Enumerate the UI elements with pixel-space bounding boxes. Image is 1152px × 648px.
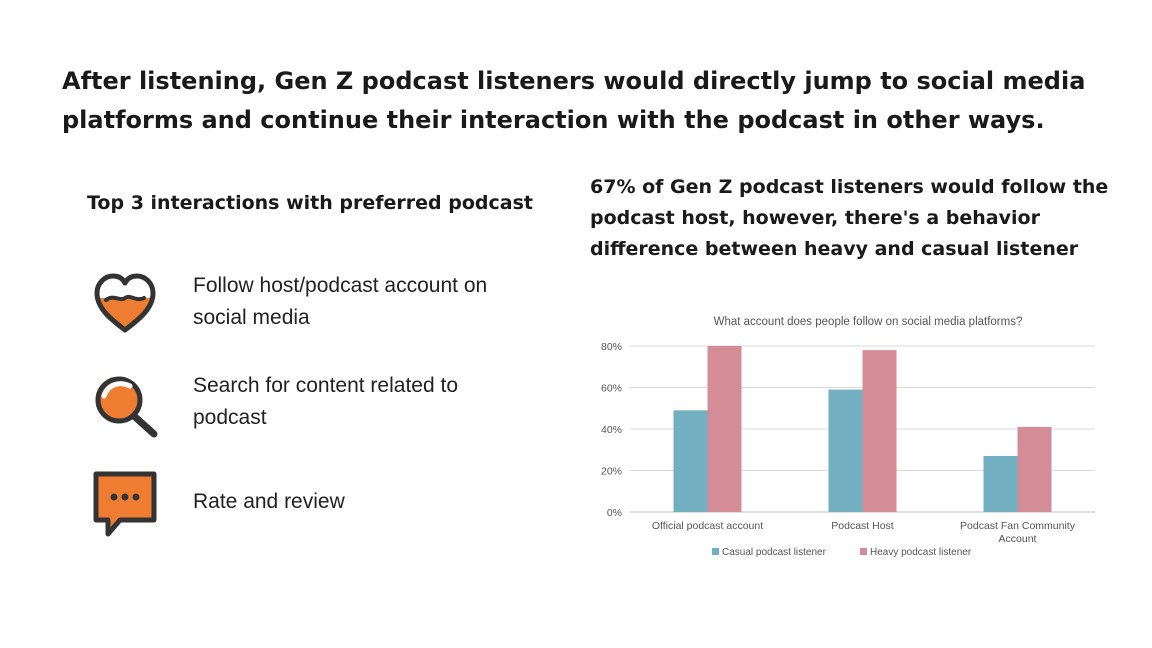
interaction-label: Follow host/podcast account on social me… (193, 274, 488, 329)
bar-chart: What account does people follow on socia… (601, 316, 1095, 558)
x-tick-label: Podcast Fan Community Account (960, 520, 1076, 545)
legend-swatch (712, 548, 719, 555)
interaction-item-follow: Follow host/podcast account on social me… (90, 270, 510, 340)
legend-swatch (860, 548, 867, 555)
interactions-heading: Top 3 interactions with preferred podcas… (87, 192, 533, 214)
headline: After listening, Gen Z podcast listeners… (62, 67, 1086, 134)
bar-casual (983, 455, 1018, 512)
legend-label: Casual podcast listener (722, 547, 827, 558)
y-tick-label: 60% (601, 383, 622, 395)
y-axis-ticks: 0% 20% 40% 60% 80% (601, 341, 622, 519)
chart-legend: Casual podcast listener Heavy podcast lis… (712, 547, 972, 558)
interaction-item-search: Search for content related to podcast (90, 370, 510, 440)
legend-label: Heavy podcast listener (870, 547, 972, 558)
chart-title: What account does people follow on socia… (714, 316, 1023, 328)
heart-icon (94, 273, 156, 333)
interaction-label: Search for content related to podcast (193, 374, 458, 429)
bar-casual (828, 389, 863, 512)
chat-bubble-icon (93, 471, 157, 537)
y-tick-label: 20% (601, 466, 622, 478)
bar-heavy (1017, 426, 1052, 512)
bar-heavy (862, 350, 897, 512)
magnifier-icon (95, 376, 158, 438)
interaction-label: Rate and review (193, 490, 345, 513)
x-axis-labels: Official podcast account Podcast Host Podc… (652, 520, 1076, 545)
bar-casual (673, 410, 708, 512)
y-tick-label: 0% (607, 507, 622, 519)
x-tick-label: Official podcast account (652, 520, 763, 532)
bar-heavy (707, 346, 742, 512)
y-tick-label: 40% (601, 424, 622, 436)
chart-heading: 67% of Gen Z podcast listeners would fol… (590, 176, 1109, 260)
x-tick-label: Podcast Host (831, 520, 894, 532)
interaction-item-rate: Rate and review (90, 468, 510, 538)
chart-bars (673, 346, 1052, 512)
y-tick-label: 80% (601, 341, 622, 353)
